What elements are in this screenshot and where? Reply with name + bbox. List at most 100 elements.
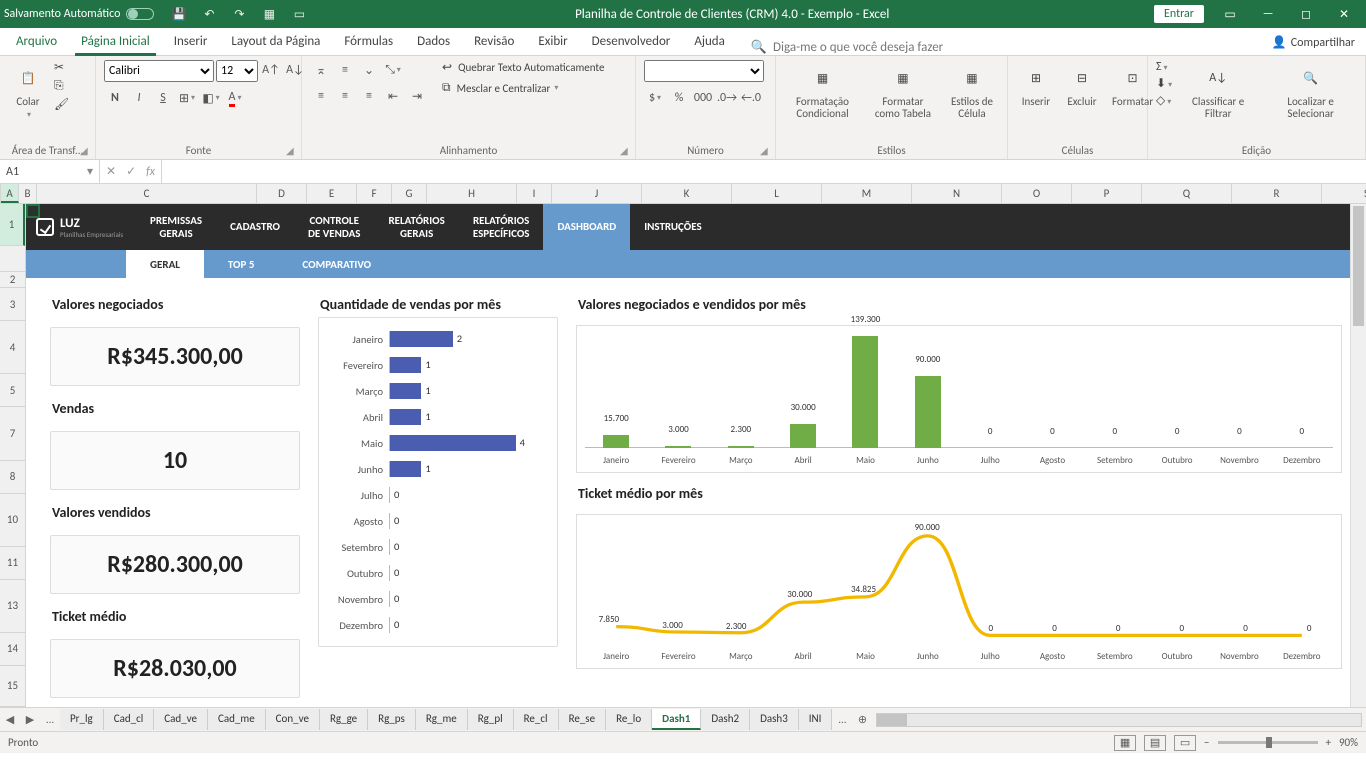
column-header[interactable]: M — [822, 184, 912, 203]
ribbon-tab[interactable]: Desenvolvedor — [580, 29, 683, 55]
sheet-tab[interactable]: Rg_ge — [320, 709, 368, 730]
comma-icon[interactable]: 000 — [692, 88, 714, 108]
column-header[interactable]: R — [1232, 184, 1322, 203]
sheet-tab[interactable]: INI — [799, 709, 833, 730]
cell-styles-button[interactable]: ▦Estilos de Célula — [945, 60, 999, 122]
row-header[interactable]: 5 — [0, 374, 25, 407]
tab-scroll-left-icon[interactable]: ◀ — [0, 713, 20, 726]
zoom-out-icon[interactable]: − — [1204, 736, 1209, 749]
sheet-tab[interactable]: Re_cl — [514, 709, 559, 730]
format-painter-icon[interactable]: 🖌 — [54, 97, 69, 112]
align-right-icon[interactable]: ≡ — [358, 86, 380, 106]
row-header[interactable]: 4 — [0, 321, 25, 374]
redo-icon[interactable]: ↷ — [228, 3, 250, 25]
ribbon-tab[interactable]: Revisão — [462, 29, 526, 55]
fill-color-icon[interactable]: ◧▾ — [200, 88, 222, 108]
ribbon-tab[interactable]: Exibir — [526, 29, 579, 55]
qat-icon[interactable]: ▭ — [288, 3, 310, 25]
cut-icon[interactable]: ✂ — [54, 60, 69, 75]
indent-inc-icon[interactable]: ⇥ — [406, 86, 428, 106]
font-size-select[interactable]: 12 — [216, 60, 258, 82]
align-bottom-icon[interactable]: ⌄ — [358, 60, 380, 80]
nav-item[interactable]: CADASTRO — [216, 204, 294, 250]
enter-icon[interactable]: ✓ — [126, 164, 136, 179]
column-header[interactable]: D — [257, 184, 307, 203]
font-name-select[interactable]: Calibri — [104, 60, 214, 82]
column-header[interactable]: O — [1002, 184, 1072, 203]
layout-view-icon[interactable]: ▤ — [1144, 735, 1166, 751]
tab-scroll-right-icon[interactable]: ▶ — [20, 713, 40, 726]
tell-me[interactable]: 🔍Diga-me o que você deseja fazer — [751, 40, 943, 55]
border-icon[interactable]: ⊞▾ — [176, 88, 198, 108]
ribbon-tab[interactable]: Inserir — [162, 29, 220, 55]
tab-file[interactable]: Arquivo — [4, 29, 69, 55]
orientation-icon[interactable]: ⤡▾ — [382, 60, 404, 80]
cancel-icon[interactable]: ✕ — [106, 164, 116, 179]
row-header[interactable]: 14 — [0, 633, 25, 666]
column-header[interactable]: N — [912, 184, 1002, 203]
nav-item[interactable]: RELATÓRIOSGERAIS — [374, 204, 458, 250]
row-header[interactable] — [0, 246, 25, 272]
column-header[interactable]: Q — [1142, 184, 1232, 203]
close-icon[interactable]: ✕ — [1326, 0, 1362, 28]
minimize-icon[interactable]: — — [1250, 0, 1286, 28]
inc-decimal-icon[interactable]: .0→ — [716, 88, 738, 108]
ribbon-tab[interactable]: Layout da Página — [219, 29, 332, 55]
dialog-launcher-icon[interactable]: ◢ — [286, 144, 298, 156]
sheet-tab[interactable]: Rg_pl — [468, 709, 514, 730]
percent-icon[interactable]: % — [668, 88, 690, 108]
save-icon[interactable]: 💾 — [168, 3, 190, 25]
column-header[interactable]: L — [732, 184, 822, 203]
name-box[interactable]: A1▾ — [0, 160, 100, 183]
column-header[interactable]: C — [37, 184, 257, 203]
nav-item[interactable]: PREMISSASGERAIS — [136, 204, 216, 250]
select-all-corner[interactable] — [0, 184, 1, 203]
formula-input[interactable] — [162, 160, 1366, 183]
maximize-icon[interactable]: ◻ — [1288, 0, 1324, 28]
dec-decimal-icon[interactable]: ←.0 — [740, 88, 762, 108]
insert-cells-button[interactable]: ⊞Inserir — [1016, 60, 1056, 110]
ribbon-tab[interactable]: Ajuda — [682, 29, 737, 55]
bold-icon[interactable]: N — [104, 88, 126, 108]
column-header[interactable]: G — [392, 184, 427, 203]
column-header[interactable]: H — [427, 184, 517, 203]
subnav-tab[interactable]: GERAL — [126, 250, 204, 278]
sheet-tab[interactable]: Rg_ps — [368, 709, 416, 730]
currency-icon[interactable]: $▾ — [644, 88, 666, 108]
zoom-in-icon[interactable]: + — [1326, 736, 1331, 749]
number-format-select[interactable] — [644, 60, 764, 82]
sheet-tab[interactable]: Dash3 — [750, 709, 799, 730]
nav-item[interactable]: CONTROLEDE VENDAS — [294, 204, 374, 250]
align-top-icon[interactable]: ⌅ — [310, 60, 332, 80]
column-header[interactable]: I — [517, 184, 552, 203]
row-header[interactable]: 10 — [0, 494, 25, 547]
ribbon-tab[interactable]: Página Inicial — [69, 29, 162, 55]
align-left-icon[interactable]: ≡ — [310, 86, 332, 106]
sheet-tab[interactable]: Dash1 — [652, 709, 701, 730]
clear-icon[interactable]: ◇▾ — [1156, 93, 1172, 108]
row-header[interactable]: 7 — [0, 407, 25, 460]
column-header[interactable]: F — [357, 184, 392, 203]
vertical-scrollbar[interactable] — [1350, 204, 1366, 707]
autosum-icon[interactable]: Σ▾ — [1156, 60, 1172, 74]
dialog-launcher-icon[interactable]: ◢ — [760, 144, 772, 156]
column-header[interactable]: B — [19, 184, 37, 203]
ribbon-display-icon[interactable]: ▭ — [1212, 0, 1248, 28]
increase-font-icon[interactable]: A↑ — [260, 60, 282, 80]
zoom-slider[interactable] — [1218, 741, 1318, 744]
column-header[interactable]: E — [307, 184, 357, 203]
format-table-button[interactable]: ▦Formatar como Tabela — [867, 60, 939, 122]
nav-item[interactable]: RELATÓRIOSESPECÍFICOS — [459, 204, 544, 250]
dialog-launcher-icon[interactable]: ◢ — [620, 144, 632, 156]
paste-button[interactable]: 📋 Colar ▾ — [8, 60, 48, 122]
row-header[interactable]: 13 — [0, 580, 25, 633]
underline-icon[interactable]: S — [152, 88, 174, 108]
row-header[interactable]: 11 — [0, 547, 25, 580]
align-center-icon[interactable]: ≡ — [334, 86, 356, 106]
sheet-tab[interactable]: Re_se — [559, 709, 607, 730]
wrap-text-button[interactable]: ↩Quebrar Texto Automaticamente — [442, 60, 604, 75]
conditional-format-button[interactable]: ▦Formatação Condicional — [784, 60, 861, 122]
sheet-tab[interactable]: Cad_me — [208, 709, 266, 730]
sheet-tab[interactable]: Cad_ve — [154, 709, 208, 730]
sheet-tab[interactable]: Rg_me — [416, 709, 468, 730]
